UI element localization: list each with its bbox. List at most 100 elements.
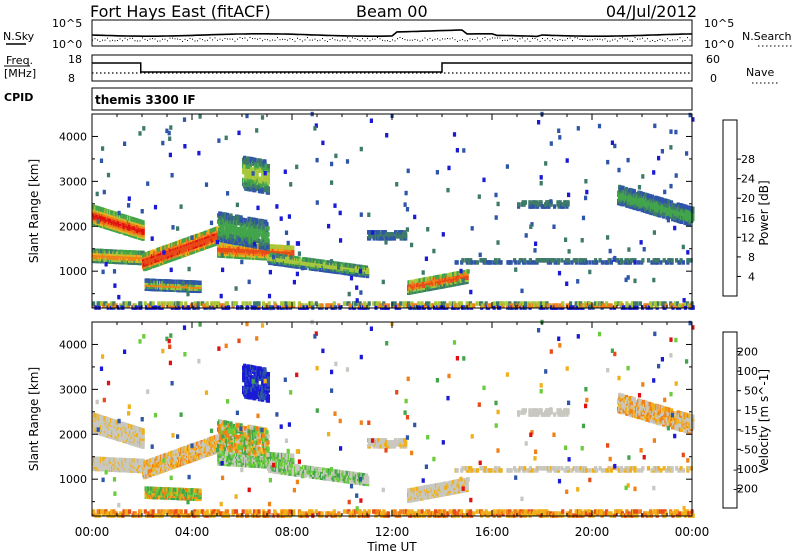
nsearch-point xyxy=(194,40,196,42)
range-cell xyxy=(251,171,255,176)
nsearch-point xyxy=(247,39,248,41)
range-cell xyxy=(574,258,579,263)
range-cell xyxy=(565,158,569,163)
nsearch-point xyxy=(219,38,221,40)
nsearch-point xyxy=(499,37,501,39)
range-cell xyxy=(597,123,602,129)
nsearch-point xyxy=(329,39,331,40)
nsearch-point xyxy=(359,40,361,42)
range-cell xyxy=(254,244,258,249)
range-cell xyxy=(287,214,291,219)
nsearch-point xyxy=(317,40,318,42)
nsearch-point xyxy=(432,39,433,41)
range-cell xyxy=(117,210,121,216)
range-cell xyxy=(565,281,569,286)
range-cell xyxy=(235,215,239,220)
range-cell xyxy=(684,216,688,222)
range-cell xyxy=(609,303,613,308)
nsearch-point xyxy=(454,39,456,41)
range-cell xyxy=(624,277,628,283)
nsearch-point xyxy=(604,38,606,40)
nsearch-point xyxy=(259,37,261,39)
range-cell xyxy=(549,199,553,204)
nsearch-point xyxy=(129,37,131,39)
nsearch-point xyxy=(244,37,246,39)
nsearch-point xyxy=(532,37,533,39)
nsearch-point xyxy=(492,37,493,39)
colorbar-tick-label: 20 xyxy=(741,192,755,205)
nsearch-point xyxy=(537,39,538,41)
range-cell xyxy=(406,168,410,174)
range-cell xyxy=(254,224,258,229)
nsearch-tick-top: 10^5 xyxy=(704,17,734,30)
range-cell xyxy=(334,153,338,159)
range-cell xyxy=(530,222,534,227)
nsearch-point xyxy=(407,39,408,41)
nsearch-point xyxy=(134,40,136,42)
y-tick-label: 3000 xyxy=(59,175,87,188)
range-cell xyxy=(384,240,388,245)
nsearch-point xyxy=(92,39,93,41)
range-cell xyxy=(431,277,435,283)
range-cell xyxy=(585,260,589,265)
nsearch-point xyxy=(169,37,171,39)
range-cell xyxy=(673,301,677,306)
colorbar-tick-label: 12 xyxy=(741,231,755,244)
range-cell xyxy=(598,258,602,263)
range-cell xyxy=(301,265,305,271)
range-cell xyxy=(248,301,252,306)
nsearch-point xyxy=(377,37,378,38)
range-cell xyxy=(355,301,359,306)
nsearch-point xyxy=(124,37,126,39)
range-cell xyxy=(263,170,267,176)
range-cell xyxy=(613,143,617,149)
range-cell xyxy=(333,203,337,208)
nsearch-point xyxy=(212,39,213,41)
range-cell xyxy=(633,278,637,284)
range-cell xyxy=(249,217,253,222)
nsearch-point xyxy=(472,38,473,40)
range-cell xyxy=(255,218,259,223)
nsearch-point xyxy=(104,39,106,41)
range-cell xyxy=(184,301,188,306)
range-cell xyxy=(653,123,657,129)
range-cell xyxy=(533,260,537,265)
range-cell xyxy=(539,175,543,180)
nsearch-point xyxy=(647,38,648,40)
range-cell xyxy=(313,126,317,131)
range-cell xyxy=(659,301,663,306)
range-cell xyxy=(626,157,630,163)
range-cell xyxy=(157,301,161,306)
range-cell xyxy=(162,301,167,306)
nsearch-point xyxy=(637,38,638,40)
range-cell xyxy=(650,303,654,308)
range-cell xyxy=(292,279,296,285)
range-cell xyxy=(149,301,153,306)
nsearch-point xyxy=(667,38,668,40)
range-cell xyxy=(222,303,226,308)
range-cell xyxy=(421,270,425,275)
range-cell xyxy=(198,280,202,286)
nsearch-point xyxy=(399,37,401,38)
nsearch-point xyxy=(322,38,323,40)
range-cell xyxy=(358,269,363,274)
range-cell xyxy=(179,204,183,209)
range-cell xyxy=(455,260,459,265)
range-cell xyxy=(248,174,252,180)
range-cell xyxy=(667,199,671,205)
nsearch-point xyxy=(297,37,298,39)
range-cell xyxy=(564,237,568,242)
range-cell xyxy=(359,290,363,295)
range-cell xyxy=(268,269,272,275)
range-cell xyxy=(289,182,293,187)
nsearch-point xyxy=(304,39,306,41)
nsearch-point xyxy=(107,37,108,39)
range-cell xyxy=(106,172,111,178)
range-cell xyxy=(569,301,573,306)
range-cell xyxy=(681,303,685,308)
range-cell xyxy=(284,301,288,306)
range-cell xyxy=(256,162,260,167)
range-cell xyxy=(260,219,264,225)
range-cell xyxy=(348,303,352,308)
nsearch-point xyxy=(612,39,613,41)
